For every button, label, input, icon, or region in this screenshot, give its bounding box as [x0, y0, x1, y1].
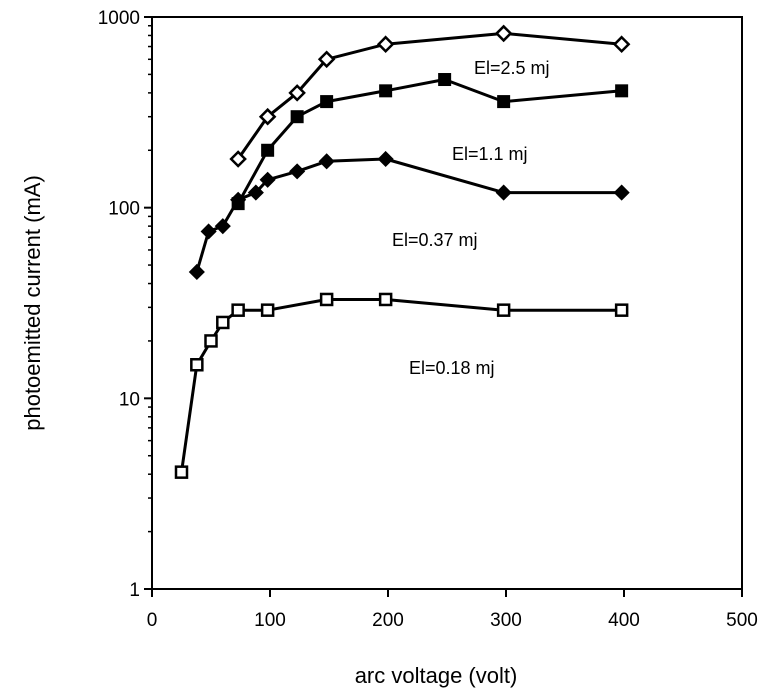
data-point [438, 73, 452, 87]
series-line [195, 157, 622, 273]
series-label: El=0.37 mj [392, 230, 478, 250]
data-point [495, 184, 512, 201]
y-axis-ticks: 1 10 100 1000 [98, 8, 152, 601]
data-point [615, 84, 629, 98]
data-point [377, 150, 394, 168]
x-axis-label: arc voltage (volt) [355, 663, 518, 688]
data-point [319, 292, 334, 307]
data-point [378, 292, 393, 307]
y-axis-label: photoemitted current (mA) [20, 175, 45, 431]
data-point [320, 95, 334, 109]
plot-frame [151, 16, 743, 590]
data-point [496, 303, 511, 317]
data-point [261, 143, 275, 157]
data-point [231, 303, 245, 317]
data-point [259, 171, 276, 188]
data-point [497, 95, 511, 109]
x-tick-label: 0 [147, 610, 158, 631]
data-point [216, 315, 230, 330]
series-2 [188, 150, 630, 281]
data-point [614, 303, 629, 317]
data-point [317, 50, 336, 69]
y-tick-label: 1 [129, 580, 140, 601]
series-label: El=1.1 mj [452, 144, 528, 164]
data-point [289, 163, 306, 180]
data-point [190, 358, 204, 372]
y-tick-label: 10 [119, 389, 140, 410]
data-point [214, 218, 231, 235]
data-point [260, 303, 275, 317]
x-tick-label: 300 [490, 610, 522, 631]
series-1 [231, 73, 629, 211]
x-tick-label: 500 [726, 610, 758, 631]
data-point [174, 465, 189, 479]
x-tick-label: 100 [254, 610, 286, 631]
series-labels: El=2.5 mj El=1.1 mj El=0.37 mj El=0.18 mj [392, 58, 550, 378]
x-tick-label: 200 [372, 610, 404, 631]
data-point [290, 110, 304, 124]
data-point [494, 24, 513, 43]
y-tick-label: 1000 [98, 8, 140, 29]
series-label: El=2.5 mj [474, 58, 550, 78]
data-point [204, 334, 218, 348]
data-point [376, 35, 395, 53]
data-point [379, 84, 393, 98]
series-0 [229, 24, 631, 168]
data-point [288, 84, 306, 102]
data-point [613, 184, 630, 201]
x-tick-label: 400 [608, 610, 640, 631]
data-point [229, 150, 247, 168]
y-tick-label: 100 [108, 199, 140, 220]
data-point [318, 153, 335, 170]
series-line [180, 298, 622, 473]
data-point [230, 191, 247, 208]
x-axis-ticks: 0 100 200 300 400 500 [147, 589, 758, 631]
data-point [188, 263, 205, 281]
series-3 [174, 292, 629, 479]
series-label: El=0.18 mj [409, 358, 495, 378]
data-point [258, 107, 277, 126]
data-point [247, 184, 264, 201]
data-point [612, 35, 631, 53]
series-layer [174, 24, 631, 479]
data-point [200, 223, 217, 240]
